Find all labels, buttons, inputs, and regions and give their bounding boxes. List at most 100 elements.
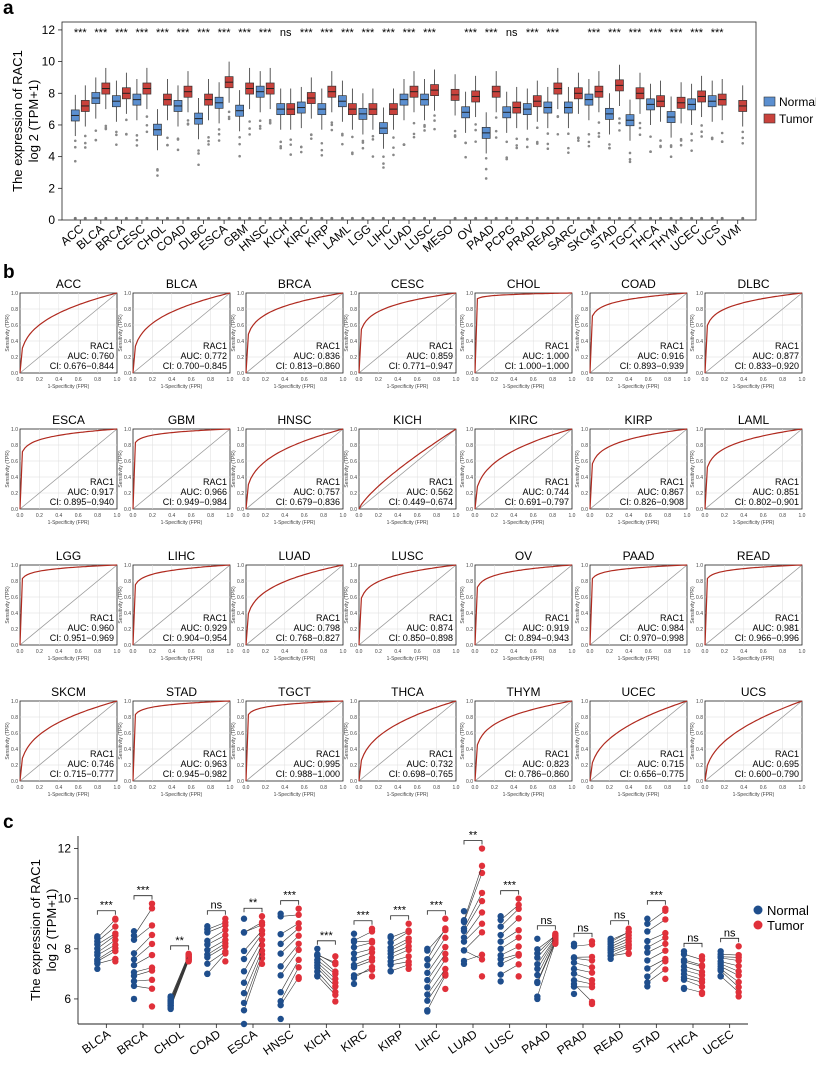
roc-x-tick-label: 0.0: [587, 513, 594, 519]
outlier-point: [228, 111, 231, 114]
roc-y-axis-label: Sensitivity (TPR): [344, 722, 350, 760]
tumor-point: [295, 933, 301, 939]
normal-point: [351, 962, 357, 968]
roc-x-tick-label: 0.8: [207, 513, 214, 519]
tumor-point: [259, 947, 265, 953]
roc-ci-label: CI: 0.966−0.996: [735, 633, 799, 643]
y-tick-label: 6: [48, 118, 55, 132]
tumor-point: [625, 926, 631, 932]
roc-y-tick-label: 0.2: [237, 355, 244, 361]
roc-panel-title: ACC: [56, 277, 82, 291]
legend-label-normal: Normal: [767, 903, 809, 918]
roc-x-tick-label: 1.0: [227, 649, 234, 655]
tumor-point: [515, 934, 521, 940]
y-axis-label: The expression of RAC1: [28, 859, 43, 1001]
outlier-point: [392, 136, 395, 139]
roc-y-tick-label: 0.2: [11, 491, 18, 497]
roc-x-tick-label: 0.2: [721, 649, 728, 655]
roc-marker-label: RAC1: [775, 749, 799, 759]
x-tick-label: BLCA: [79, 1027, 113, 1056]
tumor-point: [185, 951, 191, 957]
pair-line: [464, 873, 482, 922]
tumor-point: [515, 943, 521, 949]
normal-point: [644, 944, 650, 950]
outlier-point: [721, 217, 724, 220]
tumor-point: [295, 941, 301, 947]
significance-label: ***: [393, 905, 407, 917]
roc-x-tick-label: 0.0: [243, 649, 250, 655]
significance-label: ***: [423, 27, 437, 39]
outlier-point: [248, 217, 251, 220]
roc-x-axis-label: 1-Specificity (FPR): [503, 656, 545, 662]
roc-y-tick-label: 0.6: [237, 731, 244, 737]
roc-x-axis-label: 1-Specificity (FPR): [503, 520, 545, 526]
outlier-point: [690, 139, 693, 142]
outlier-point: [289, 143, 292, 146]
outlier-point: [670, 217, 673, 220]
roc-x-tick-label: 0.0: [356, 649, 363, 655]
y-tick-label: 0: [48, 213, 55, 227]
roc-x-tick-label: 0.2: [375, 513, 382, 519]
significance-label: ns: [211, 900, 223, 912]
outlier-point: [115, 217, 118, 220]
normal-point: [571, 977, 577, 983]
roc-x-tick-label: 0.4: [510, 649, 517, 655]
roc-auc-label: AUC: 0.916: [637, 351, 684, 361]
roc-x-tick-label: 1.0: [684, 377, 691, 383]
normal-point: [497, 923, 503, 929]
roc-x-tick-label: 0.0: [356, 785, 363, 791]
roc-x-tick-label: 0.6: [301, 377, 308, 383]
roc-y-axis-label: Sensitivity (TPR): [575, 314, 581, 352]
roc-x-tick-label: 0.0: [702, 649, 709, 655]
outlier-point: [279, 141, 282, 144]
roc-x-tick-label: 0.2: [375, 785, 382, 791]
roc-marker-label: RAC1: [316, 749, 340, 759]
roc-x-tick-label: 0.2: [262, 785, 269, 791]
tumor-point: [735, 952, 741, 958]
significance-label: ***: [430, 900, 444, 912]
normal-point: [644, 965, 650, 971]
roc-y-axis-label: Sensitivity (TPR): [5, 722, 11, 760]
outlier-point: [495, 136, 498, 139]
roc-y-tick-label: 0.4: [350, 747, 357, 753]
normal-point: [571, 983, 577, 989]
roc-marker-label: RAC1: [203, 613, 227, 623]
outlier-point: [515, 147, 518, 150]
normal-point: [681, 957, 687, 963]
outlier-point: [608, 143, 611, 146]
roc-y-tick-label: 0.4: [11, 611, 18, 617]
outlier-point: [629, 161, 632, 164]
roc-x-tick-label: 0.6: [530, 785, 537, 791]
roc-x-axis-label: 1-Specificity (FPR): [274, 792, 316, 798]
roc-x-tick-label: 0.8: [549, 513, 556, 519]
significance-label: ns: [506, 27, 518, 39]
outlier-point: [690, 133, 693, 136]
roc-x-tick-label: 1.0: [684, 513, 691, 519]
roc-marker-label: RAC1: [90, 341, 114, 351]
roc-x-tick-label: 0.8: [779, 377, 786, 383]
normal-point: [241, 1021, 247, 1027]
roc-x-tick-label: 0.0: [243, 785, 250, 791]
x-tick-label: READ: [591, 1027, 627, 1058]
roc-y-tick-label: 0.2: [237, 763, 244, 769]
roc-y-tick-label: 1.0: [466, 699, 473, 705]
roc-y-tick-label: 0.6: [350, 595, 357, 601]
outlier-point: [362, 147, 365, 150]
outlier-point: [588, 145, 591, 148]
outlier-point: [197, 152, 200, 155]
panel-letter-b: b: [3, 262, 15, 283]
roc-x-tick-label: 1.0: [453, 377, 460, 383]
roc-y-tick-label: 1.0: [124, 699, 131, 705]
outlier-point: [639, 122, 642, 125]
roc-x-tick-label: 0.2: [606, 785, 613, 791]
tumor-point: [515, 961, 521, 967]
outlier-point: [413, 122, 416, 125]
roc-x-tick-label: 0.4: [625, 785, 632, 791]
roc-panel-title: LUAD: [278, 549, 310, 563]
